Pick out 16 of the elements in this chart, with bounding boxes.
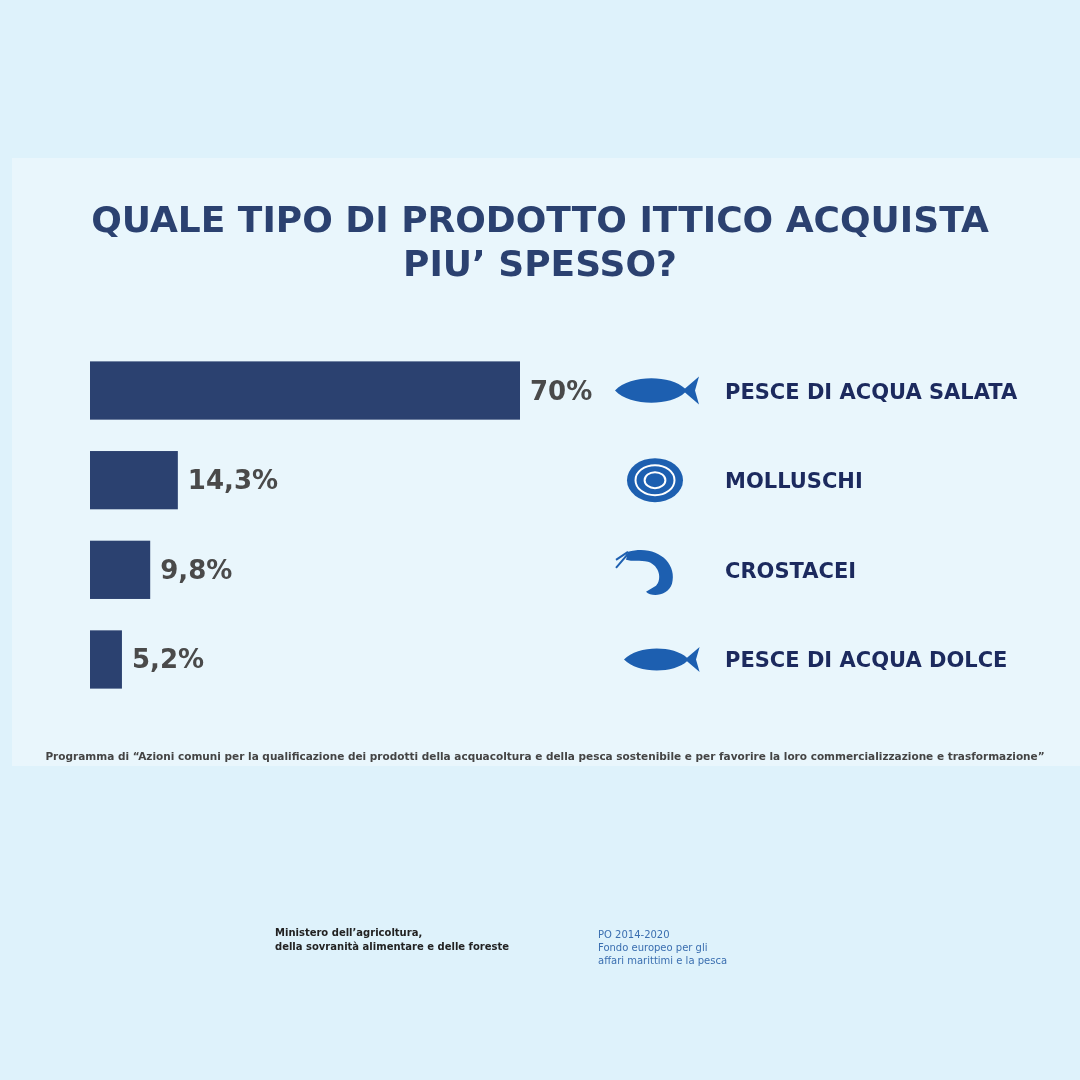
text: PO 2014-2020 Fondo europeo per gli affari marittimi e la pesca — [598, 929, 728, 966]
bar — [90, 361, 520, 420]
data-label: 70% — [530, 375, 593, 406]
y-tick-label: MOLLUSCHI — [725, 469, 863, 494]
chart-title: QUALE TIPO DI PRODOTTO ITTICO ACQUISTA PIU’ SPESSO? — [91, 199, 989, 284]
data-label: 5,2% — [131, 644, 205, 675]
data-label: 14,3% — [187, 465, 279, 496]
y-tick-label: CROSTACEI — [725, 558, 857, 583]
data-label: 9,8% — [160, 554, 233, 585]
y-tick-label: PESCE DI ACQUA DOLCE — [725, 648, 1008, 673]
text: Programma di “Azioni comuni per la qualificazione dei prodotti della acquacoltura e della pesca sostenibile e per favorire la loro commercializzazione e trasformazione” — [45, 750, 1045, 762]
text: Ministero dell’agricoltura, della sovranità alimentare e delle foreste — [275, 927, 510, 952]
bar — [90, 630, 122, 689]
y-tick-label: PESCE DI ACQUA SALATA — [725, 379, 1019, 404]
bar — [90, 451, 178, 510]
bar — [90, 540, 151, 599]
